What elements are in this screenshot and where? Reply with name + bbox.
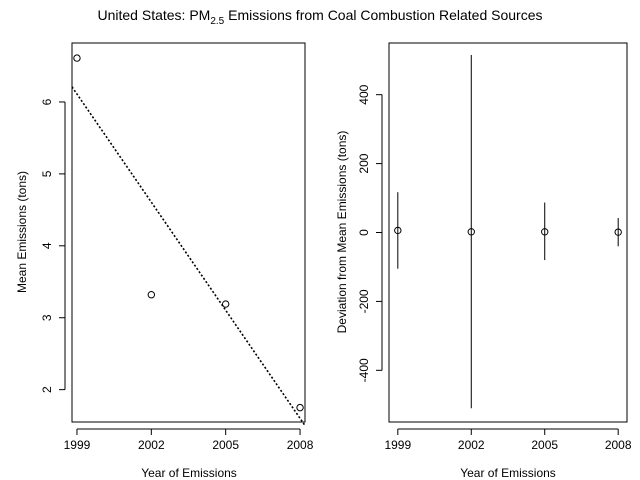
y-tick-label: -400 bbox=[357, 358, 371, 382]
x-tick-label: 1999 bbox=[64, 438, 91, 452]
y-tick-label: 4 bbox=[40, 242, 54, 249]
y-tick-label: 6 bbox=[40, 98, 54, 105]
x-tick-label: 2008 bbox=[605, 438, 632, 452]
left-x-axis-label: Year of Emissions bbox=[141, 466, 237, 480]
y-tick-label: 5 bbox=[40, 170, 54, 177]
right-x-axis-label: Year of Emissions bbox=[460, 466, 556, 480]
data-point bbox=[394, 226, 402, 235]
left-plot-frame bbox=[71, 42, 306, 423]
data-point bbox=[541, 228, 549, 236]
title-suffix: Emissions from Coal Combustion Related S… bbox=[224, 7, 542, 23]
y-tick-label: 0 bbox=[357, 229, 371, 236]
data-point bbox=[614, 228, 622, 236]
x-tick-label: 1999 bbox=[384, 438, 411, 452]
x-tick-label: 2005 bbox=[531, 438, 558, 452]
x-tick-label: 2002 bbox=[138, 438, 165, 452]
trend-line bbox=[71, 86, 306, 426]
y-tick-label: 3 bbox=[40, 314, 54, 321]
right-y-axis-label: Deviation from Mean Emissions (tons) bbox=[335, 131, 349, 334]
x-tick-label: 2008 bbox=[287, 438, 314, 452]
x-tick-label: 2002 bbox=[458, 438, 485, 452]
title-subscript: 2.5 bbox=[210, 16, 224, 27]
right-plot-frame bbox=[388, 42, 628, 423]
figure-title: United States: PM2.5 Emissions from Coal… bbox=[98, 7, 543, 27]
left-plot-area: 1999 2002 2005 2008 2 3 4 5 6 bbox=[40, 54, 314, 452]
left-y-axis-label: Mean Emissions (tons) bbox=[15, 171, 29, 293]
y-tick-label: 200 bbox=[357, 153, 371, 173]
y-tick-label: -200 bbox=[357, 289, 371, 313]
title-prefix: United States: PM bbox=[98, 7, 211, 23]
data-point bbox=[73, 54, 81, 62]
y-tick-label: 400 bbox=[357, 84, 371, 104]
x-tick-label: 2005 bbox=[212, 438, 239, 452]
right-panel: 1999 2002 2005 2008 -400 -200 0 200 400 Year of … bbox=[335, 42, 632, 480]
data-point bbox=[221, 300, 230, 308]
right-plot-area: 1999 2002 2005 2008 -400 -200 0 200 400 bbox=[357, 55, 632, 452]
y-tick-label: 2 bbox=[40, 386, 54, 393]
data-point bbox=[467, 228, 475, 236]
data-point bbox=[147, 291, 156, 299]
data-point bbox=[296, 403, 304, 412]
